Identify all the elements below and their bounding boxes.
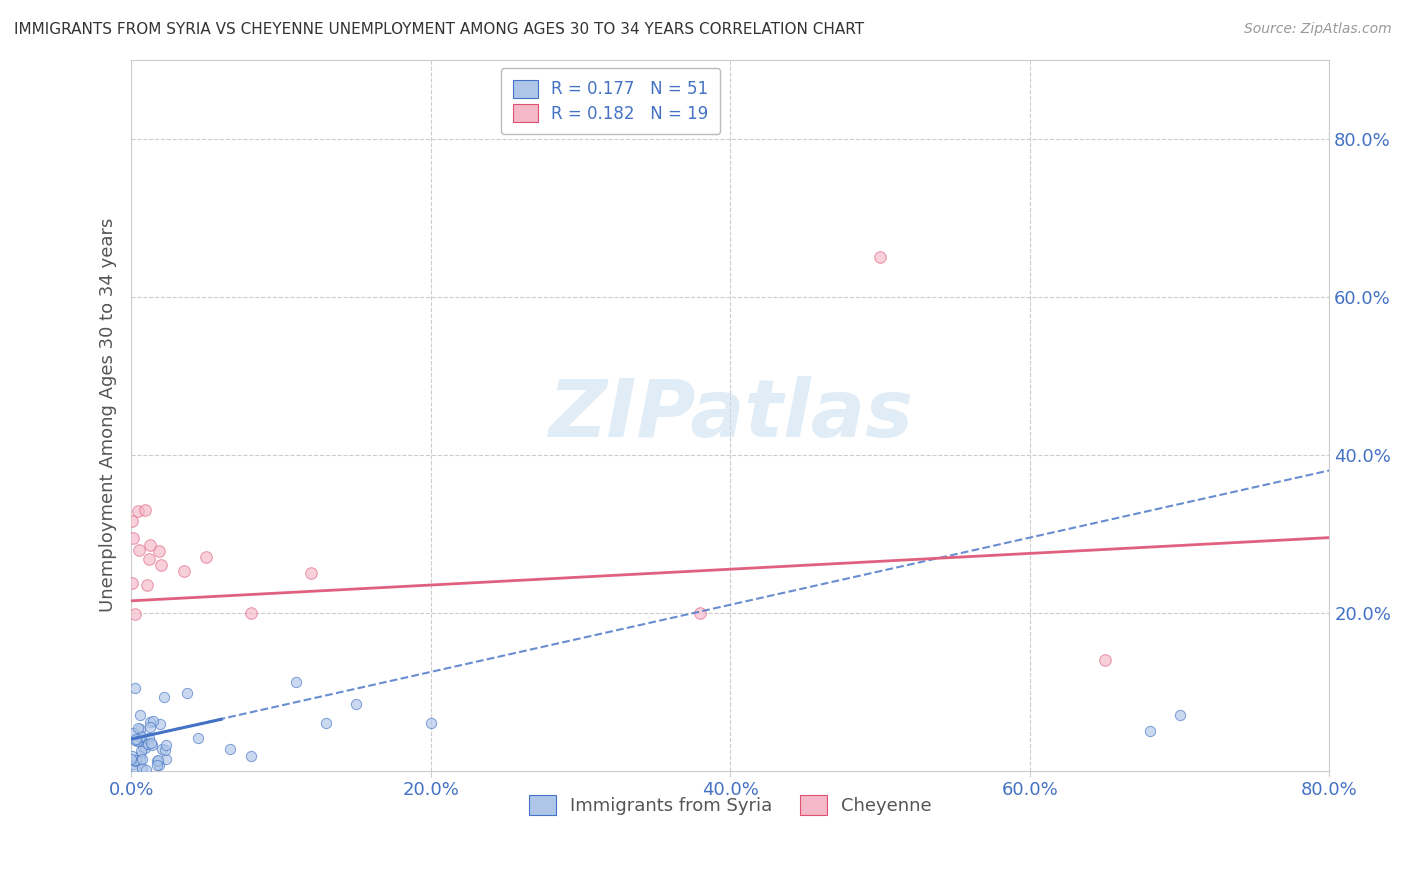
Point	[195, 550, 218, 565]
Point	[139, 715, 162, 730]
Point	[145, 754, 167, 768]
Point	[240, 749, 263, 764]
Point	[219, 741, 242, 756]
Point	[135, 763, 157, 777]
Point	[138, 731, 160, 745]
Point	[869, 250, 891, 264]
Point	[139, 538, 162, 552]
Point	[128, 753, 150, 767]
Point	[150, 558, 173, 573]
Point	[299, 566, 322, 581]
Point	[124, 732, 146, 747]
Text: Source: ZipAtlas.com: Source: ZipAtlas.com	[1244, 22, 1392, 37]
Point	[155, 738, 177, 752]
Point	[127, 721, 149, 735]
Point	[153, 690, 176, 705]
Point	[125, 734, 148, 748]
Point	[1094, 653, 1116, 667]
Point	[124, 754, 146, 768]
Point	[148, 758, 170, 772]
Point	[128, 542, 150, 557]
Point	[127, 504, 149, 518]
Point	[149, 717, 172, 731]
Point	[141, 738, 163, 752]
Point	[128, 708, 150, 723]
Point	[315, 716, 337, 731]
Point	[128, 749, 150, 764]
Point	[136, 737, 159, 751]
Point	[142, 714, 165, 729]
Point	[138, 552, 160, 566]
Point	[124, 607, 146, 621]
Point	[146, 757, 169, 772]
Point	[131, 761, 153, 775]
Point	[344, 697, 367, 711]
Point	[134, 502, 156, 516]
Point	[135, 578, 157, 592]
Point	[134, 741, 156, 756]
Point	[124, 760, 146, 774]
Point	[176, 685, 198, 699]
Point	[121, 748, 143, 763]
Text: ZIPatlas: ZIPatlas	[548, 376, 912, 454]
Point	[148, 544, 170, 558]
Point	[124, 754, 146, 768]
Point	[121, 576, 143, 591]
Point	[141, 736, 163, 750]
Point	[132, 740, 155, 755]
Point	[121, 531, 143, 545]
Point	[146, 753, 169, 767]
Legend: Immigrants from Syria, Cheyenne: Immigrants from Syria, Cheyenne	[517, 784, 942, 826]
Point	[240, 606, 263, 620]
Point	[173, 564, 195, 578]
Point	[1168, 708, 1191, 723]
Point	[284, 675, 307, 690]
Point	[125, 731, 148, 746]
Point	[187, 731, 209, 745]
Point	[139, 720, 162, 734]
Point	[131, 744, 153, 758]
Point	[131, 752, 153, 766]
Point	[124, 681, 146, 695]
Point	[1139, 724, 1161, 739]
Point	[150, 742, 173, 756]
Point	[122, 726, 145, 740]
Point	[129, 729, 152, 743]
Point	[419, 716, 441, 731]
Text: IMMIGRANTS FROM SYRIA VS CHEYENNE UNEMPLOYMENT AMONG AGES 30 TO 34 YEARS CORRELA: IMMIGRANTS FROM SYRIA VS CHEYENNE UNEMPL…	[14, 22, 865, 37]
Point	[689, 606, 711, 620]
Point	[155, 751, 177, 765]
Y-axis label: Unemployment Among Ages 30 to 34 years: Unemployment Among Ages 30 to 34 years	[100, 218, 117, 612]
Point	[122, 757, 145, 772]
Point	[129, 722, 152, 736]
Point	[121, 514, 143, 528]
Point	[121, 752, 143, 766]
Point	[129, 731, 152, 745]
Point	[153, 743, 176, 757]
